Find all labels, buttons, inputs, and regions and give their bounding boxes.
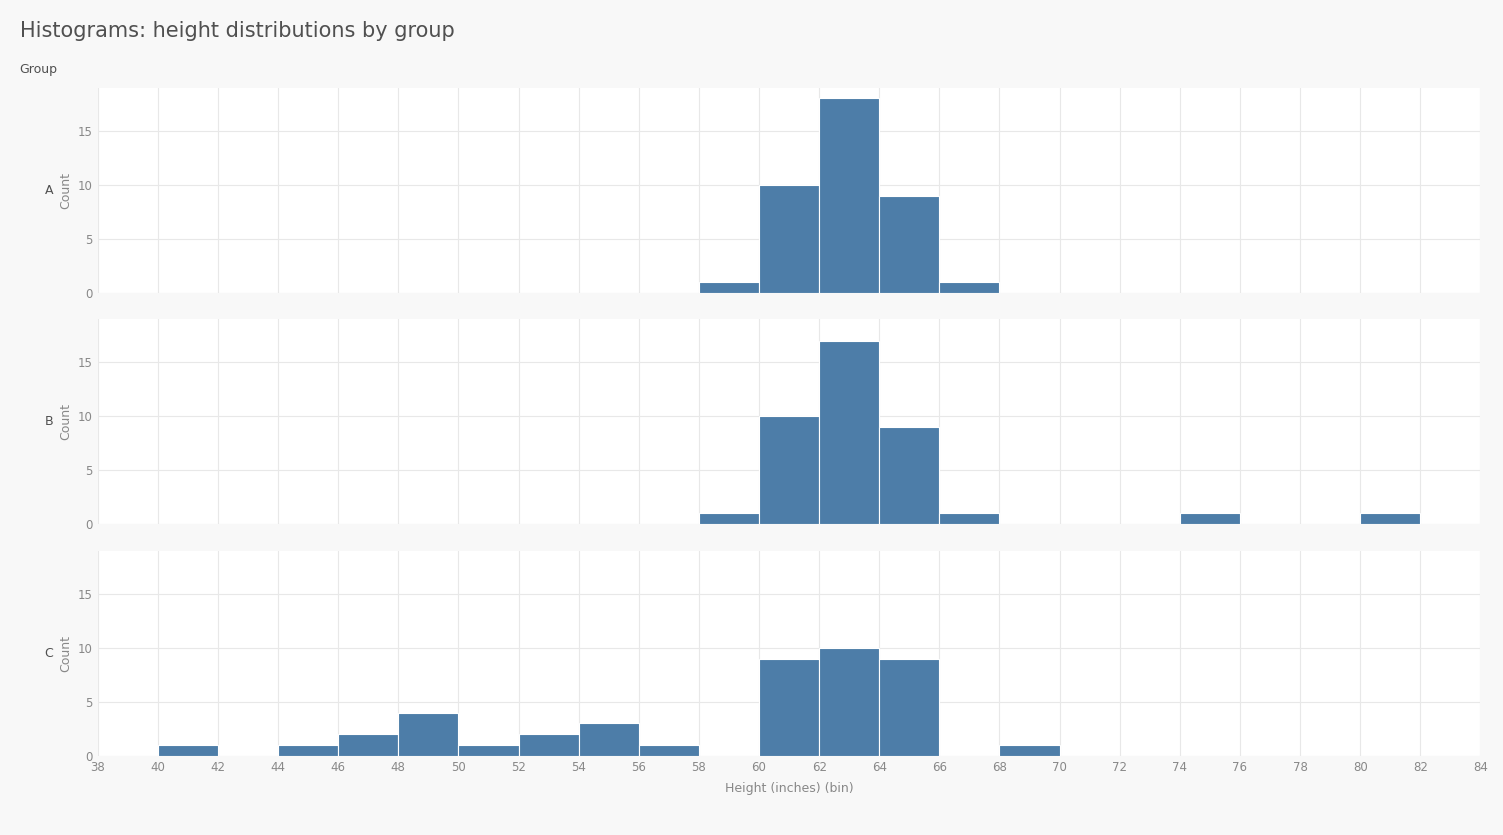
Bar [939, 281, 999, 292]
Bar [879, 659, 939, 756]
Text: B: B [45, 415, 54, 428]
Bar [519, 734, 579, 756]
Bar [699, 514, 759, 524]
Bar [759, 417, 819, 524]
Text: C: C [45, 647, 54, 660]
Bar [939, 514, 999, 524]
Bar [458, 745, 519, 756]
Y-axis label: Count: Count [60, 403, 72, 440]
Bar [879, 195, 939, 292]
Y-axis label: Count: Count [60, 172, 72, 209]
Bar [278, 745, 338, 756]
Bar [1360, 514, 1420, 524]
Bar [1180, 514, 1240, 524]
Bar [819, 341, 879, 524]
Bar [699, 281, 759, 292]
Bar [338, 734, 398, 756]
Bar [639, 745, 699, 756]
Bar [579, 723, 639, 756]
Text: Group: Group [20, 63, 57, 76]
Bar [819, 99, 879, 292]
Text: A: A [45, 184, 54, 196]
X-axis label: Height (inches) (bin): Height (inches) (bin) [724, 782, 854, 795]
Bar [879, 427, 939, 524]
Y-axis label: Count: Count [60, 635, 72, 671]
Text: Histograms: height distributions by group: Histograms: height distributions by grou… [20, 21, 454, 41]
Bar [999, 745, 1060, 756]
Bar [398, 712, 458, 756]
Bar [819, 648, 879, 756]
Bar [759, 659, 819, 756]
Bar [158, 745, 218, 756]
Bar [759, 185, 819, 292]
